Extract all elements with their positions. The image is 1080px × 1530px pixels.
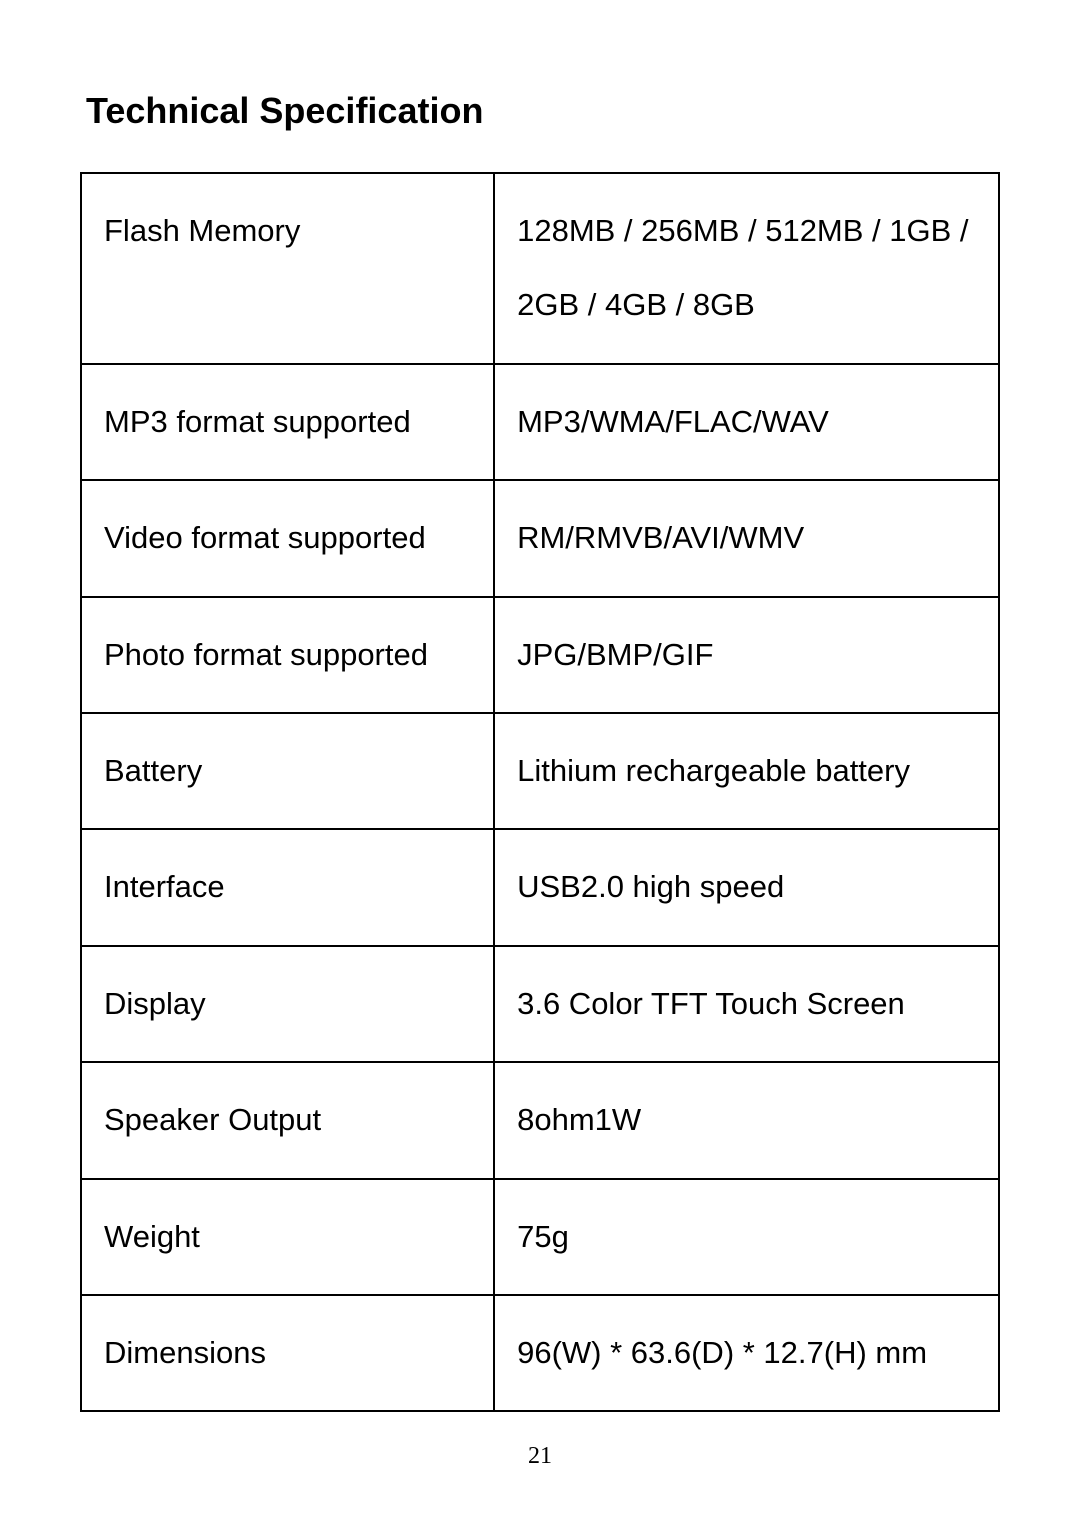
spec-value: JPG/BMP/GIF (494, 597, 999, 713)
spec-value: MP3/WMA/FLAC/WAV (494, 364, 999, 480)
spec-label: Interface (81, 829, 494, 945)
spec-label: Weight (81, 1179, 494, 1295)
table-row: Video format supported RM/RMVB/AVI/WMV (81, 480, 999, 596)
spec-value: RM/RMVB/AVI/WMV (494, 480, 999, 596)
spec-value: 75g (494, 1179, 999, 1295)
spec-label: Speaker Output (81, 1062, 494, 1178)
spec-label: Dimensions (81, 1295, 494, 1411)
page-number: 21 (0, 1443, 1080, 1470)
table-row: Battery Lithium rechargeable battery (81, 713, 999, 829)
spec-label: Flash Memory (81, 173, 494, 364)
spec-value: USB2.0 high speed (494, 829, 999, 945)
table-row: Weight 75g (81, 1179, 999, 1295)
table-row: Interface USB2.0 high speed (81, 829, 999, 945)
table-row: Photo format supported JPG/BMP/GIF (81, 597, 999, 713)
spec-label: Video format supported (81, 480, 494, 596)
spec-value: Lithium rechargeable battery (494, 713, 999, 829)
spec-table: Flash Memory 128MB / 256MB / 512MB / 1GB… (80, 172, 1000, 1412)
spec-label: Display (81, 946, 494, 1062)
spec-value: 3.6 Color TFT Touch Screen (494, 946, 999, 1062)
table-row: Flash Memory 128MB / 256MB / 512MB / 1GB… (81, 173, 999, 364)
table-row: MP3 format supported MP3/WMA/FLAC/WAV (81, 364, 999, 480)
table-row: Speaker Output 8ohm1W (81, 1062, 999, 1178)
spec-value: 128MB / 256MB / 512MB / 1GB / 2GB / 4GB … (494, 173, 999, 364)
table-row: Display 3.6 Color TFT Touch Screen (81, 946, 999, 1062)
page-title: Technical Specification (80, 90, 1000, 132)
spec-value: 8ohm1W (494, 1062, 999, 1178)
spec-value: 96(W) * 63.6(D) * 12.7(H) mm (494, 1295, 999, 1411)
table-row: Dimensions 96(W) * 63.6(D) * 12.7(H) mm (81, 1295, 999, 1411)
spec-label: Photo format supported (81, 597, 494, 713)
spec-label: Battery (81, 713, 494, 829)
spec-label: MP3 format supported (81, 364, 494, 480)
